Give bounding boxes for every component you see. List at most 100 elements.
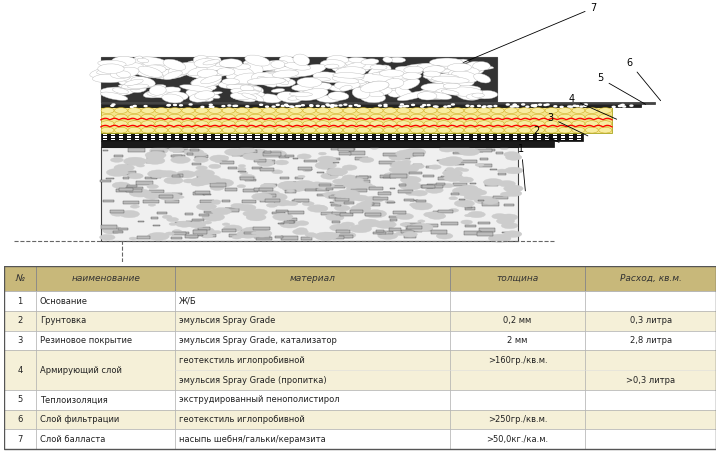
Circle shape xyxy=(489,106,492,107)
Ellipse shape xyxy=(356,108,369,113)
Circle shape xyxy=(248,149,268,156)
Circle shape xyxy=(264,159,272,162)
Ellipse shape xyxy=(118,59,145,66)
Circle shape xyxy=(210,185,224,190)
FancyBboxPatch shape xyxy=(183,134,187,135)
Ellipse shape xyxy=(531,108,544,113)
Ellipse shape xyxy=(264,73,284,80)
Ellipse shape xyxy=(343,127,356,133)
FancyBboxPatch shape xyxy=(472,136,477,138)
FancyBboxPatch shape xyxy=(437,160,443,161)
Ellipse shape xyxy=(249,127,262,133)
FancyBboxPatch shape xyxy=(186,221,192,223)
Ellipse shape xyxy=(249,114,262,120)
Ellipse shape xyxy=(263,108,276,113)
Circle shape xyxy=(435,106,438,107)
Circle shape xyxy=(526,106,528,107)
FancyBboxPatch shape xyxy=(464,231,481,235)
Circle shape xyxy=(282,216,290,219)
FancyBboxPatch shape xyxy=(295,178,302,179)
Text: Расход, кв.м.: Расход, кв.м. xyxy=(620,274,682,283)
FancyBboxPatch shape xyxy=(359,176,371,179)
Circle shape xyxy=(237,230,259,238)
Ellipse shape xyxy=(233,73,263,84)
FancyBboxPatch shape xyxy=(4,311,37,331)
FancyBboxPatch shape xyxy=(135,139,139,140)
FancyBboxPatch shape xyxy=(521,134,525,135)
FancyBboxPatch shape xyxy=(279,156,289,157)
Ellipse shape xyxy=(118,75,141,87)
Circle shape xyxy=(573,105,576,106)
Ellipse shape xyxy=(559,121,572,127)
Ellipse shape xyxy=(368,65,391,78)
Ellipse shape xyxy=(518,114,531,120)
FancyBboxPatch shape xyxy=(383,192,390,193)
Ellipse shape xyxy=(230,88,265,97)
Circle shape xyxy=(351,182,373,190)
Circle shape xyxy=(396,213,413,219)
Ellipse shape xyxy=(585,121,598,127)
Circle shape xyxy=(208,205,217,208)
Ellipse shape xyxy=(404,66,423,73)
FancyBboxPatch shape xyxy=(287,139,292,140)
Circle shape xyxy=(451,145,469,152)
Circle shape xyxy=(147,185,158,189)
Circle shape xyxy=(102,226,122,234)
Ellipse shape xyxy=(451,121,464,127)
FancyBboxPatch shape xyxy=(287,136,292,138)
Circle shape xyxy=(554,106,557,107)
FancyBboxPatch shape xyxy=(528,134,533,135)
Ellipse shape xyxy=(292,84,313,91)
Ellipse shape xyxy=(446,87,483,96)
FancyBboxPatch shape xyxy=(173,175,180,177)
Circle shape xyxy=(188,222,206,228)
Ellipse shape xyxy=(128,114,141,120)
Circle shape xyxy=(379,231,387,234)
FancyBboxPatch shape xyxy=(157,212,166,214)
FancyBboxPatch shape xyxy=(176,331,450,351)
Ellipse shape xyxy=(165,92,188,101)
Ellipse shape xyxy=(518,127,531,133)
Ellipse shape xyxy=(505,114,518,120)
FancyBboxPatch shape xyxy=(193,192,205,195)
FancyBboxPatch shape xyxy=(304,136,308,138)
Ellipse shape xyxy=(276,114,289,120)
Circle shape xyxy=(439,146,455,152)
FancyBboxPatch shape xyxy=(456,136,461,138)
Ellipse shape xyxy=(117,71,130,78)
Circle shape xyxy=(498,180,516,187)
FancyBboxPatch shape xyxy=(173,155,185,157)
FancyBboxPatch shape xyxy=(223,136,228,138)
Circle shape xyxy=(468,211,485,218)
Circle shape xyxy=(130,205,139,208)
FancyBboxPatch shape xyxy=(377,231,392,234)
FancyBboxPatch shape xyxy=(271,134,276,135)
FancyBboxPatch shape xyxy=(422,185,436,188)
FancyBboxPatch shape xyxy=(390,174,408,178)
Ellipse shape xyxy=(356,114,369,120)
Circle shape xyxy=(303,184,318,189)
Ellipse shape xyxy=(186,61,198,68)
Ellipse shape xyxy=(370,121,383,127)
FancyBboxPatch shape xyxy=(199,213,209,216)
Ellipse shape xyxy=(141,108,154,113)
FancyBboxPatch shape xyxy=(569,139,573,140)
Ellipse shape xyxy=(429,76,456,84)
Circle shape xyxy=(311,205,326,211)
Ellipse shape xyxy=(599,108,612,113)
Circle shape xyxy=(210,155,229,162)
Ellipse shape xyxy=(233,65,249,72)
FancyBboxPatch shape xyxy=(146,161,153,162)
Ellipse shape xyxy=(441,66,460,75)
FancyBboxPatch shape xyxy=(480,164,492,167)
Ellipse shape xyxy=(234,64,251,69)
Circle shape xyxy=(305,233,317,237)
FancyBboxPatch shape xyxy=(103,136,107,138)
Ellipse shape xyxy=(585,127,598,133)
FancyBboxPatch shape xyxy=(37,351,176,390)
FancyBboxPatch shape xyxy=(423,175,434,178)
Ellipse shape xyxy=(423,66,445,74)
Circle shape xyxy=(237,204,256,211)
Ellipse shape xyxy=(477,66,494,69)
Circle shape xyxy=(326,214,344,221)
